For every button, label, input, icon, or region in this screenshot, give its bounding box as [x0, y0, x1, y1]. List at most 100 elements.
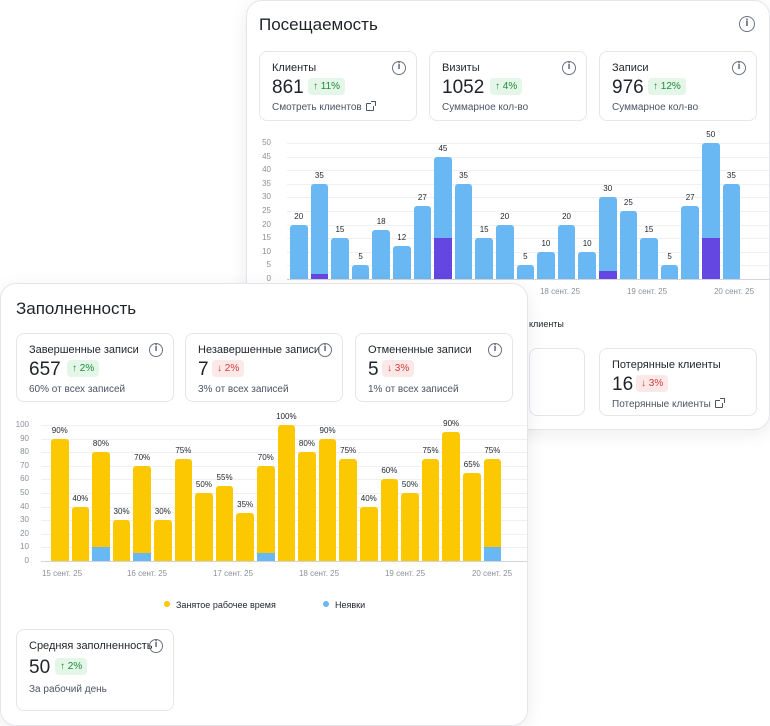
- gridline: [287, 143, 769, 144]
- bookings-card: Записи i 976 ↑ 12% Суммарное кол-во: [599, 51, 757, 121]
- highlight-segment: [599, 270, 617, 279]
- data-label: 50%: [195, 480, 212, 489]
- incomplete-card: Незавершенные записи i 7 ↓ 2% 3% от всех…: [185, 333, 343, 402]
- card-subtitle: 1% от всех записей: [368, 384, 459, 395]
- bar: [516, 265, 535, 279]
- info-icon[interactable]: i: [392, 61, 406, 75]
- data-label: 20: [294, 211, 304, 221]
- bar: [640, 238, 658, 279]
- card-value: 861: [272, 77, 304, 98]
- data-label: 15: [479, 225, 489, 235]
- card-value: 657: [29, 359, 61, 380]
- x-tick-label: 19 сент. 25: [384, 569, 426, 578]
- card-label: Визиты: [442, 62, 480, 74]
- gridline: [287, 251, 769, 253]
- x-tick-label: 18 сент. 25: [539, 287, 581, 296]
- data-label: 25: [623, 198, 633, 207]
- external-link-icon: [714, 398, 725, 408]
- data-label: 27: [685, 192, 695, 202]
- legend-partial: клиенты: [529, 319, 564, 329]
- data-label: 35: [726, 170, 736, 180]
- card-label: Записи: [612, 62, 649, 74]
- bar: [401, 493, 419, 561]
- info-icon[interactable]: i: [149, 343, 163, 357]
- data-label: 70%: [257, 452, 274, 462]
- bar: [702, 143, 720, 279]
- gridline: [287, 170, 769, 172]
- x-tick-label: 15 сент. 25: [41, 569, 83, 578]
- highlight-segment: [310, 273, 329, 279]
- bar: [619, 211, 638, 279]
- data-label: 75%: [484, 446, 501, 455]
- data-label: 20: [500, 211, 510, 221]
- card-label: Клиенты: [272, 62, 317, 74]
- y-tick-label: 10: [262, 246, 271, 256]
- lost-clients-link[interactable]: Потерянные клиенты: [612, 398, 725, 410]
- no-show-segment: [92, 547, 110, 561]
- card-label: Незавершенные записи: [198, 344, 321, 356]
- fill-panel: Заполненность Завершенные записи i 657 ↑…: [0, 283, 528, 726]
- card-subtitle: 3% от всех записей: [198, 384, 289, 395]
- trend-badge: ↑ 2%: [55, 658, 88, 675]
- card-value: 976: [612, 77, 644, 98]
- bar: [496, 224, 514, 279]
- card-value: 50: [29, 657, 51, 678]
- bar: [215, 486, 234, 561]
- attendance-chart: 0 5 10 15 20 25 30 35 40 45 50 20 35 15 5 18 12 27 45 35 15 2…: [247, 130, 769, 301]
- y-tick-label: 10: [20, 542, 29, 552]
- legend-busy-time[interactable]: Занятое рабочее время: [164, 600, 276, 610]
- data-label: 50: [706, 130, 716, 139]
- info-icon[interactable]: i: [732, 61, 746, 75]
- data-label: 80%: [298, 439, 315, 449]
- data-label: 40%: [360, 493, 377, 503]
- data-label: 90%: [443, 418, 460, 428]
- info-icon[interactable]: i: [149, 639, 163, 653]
- bar: [257, 465, 275, 561]
- bar: [475, 238, 493, 279]
- y-tick-label: 50: [20, 488, 29, 497]
- data-label: 35: [314, 170, 324, 180]
- link-label: Смотреть клиентов: [272, 102, 362, 113]
- bar: [372, 230, 390, 279]
- data-label: 18: [376, 217, 386, 227]
- data-label: 70%: [134, 452, 151, 462]
- visits-card: Визиты i 1052 ↑ 4% Суммарное кол-во: [429, 51, 587, 121]
- bar: [174, 459, 193, 561]
- data-label: 75%: [340, 446, 357, 455]
- no-show-segment: [483, 547, 502, 561]
- data-label: 55%: [216, 473, 233, 483]
- info-icon[interactable]: i: [488, 343, 502, 357]
- data-label: 5: [667, 252, 672, 262]
- no-show-segment: [133, 552, 151, 561]
- bar: [463, 472, 481, 561]
- avg-fill-card: Средняя заполненность i 50 ↑ 2% За рабоч…: [16, 629, 174, 711]
- card-subtitle: 60% от всех записей: [29, 384, 126, 395]
- bar: [154, 520, 172, 561]
- info-icon[interactable]: i: [739, 16, 755, 32]
- completed-card: Завершенные записи i 657 ↑ 2% 60% от все…: [16, 333, 174, 402]
- hidden-card: [529, 348, 585, 416]
- y-tick-label: 40: [262, 165, 271, 175]
- bar: [681, 205, 699, 279]
- x-tick-label: 20 сент. 25: [471, 569, 513, 578]
- data-label: 5: [358, 252, 363, 262]
- trend-badge: ↓ 2%: [212, 360, 245, 377]
- bar: [236, 513, 254, 561]
- info-icon[interactable]: i: [562, 61, 576, 75]
- y-tick-label: 70: [20, 460, 29, 470]
- bar: [195, 493, 213, 561]
- y-tick-label: 40: [20, 501, 29, 511]
- lost-clients-card: Потерянные клиенты 16 ↓ 3% Потерянные кл…: [599, 348, 757, 416]
- y-tick-label: 20: [262, 219, 271, 229]
- data-label: 100%: [276, 412, 297, 421]
- data-label: 30%: [154, 507, 171, 517]
- bar: [393, 246, 411, 279]
- info-icon[interactable]: i: [318, 343, 332, 357]
- y-tick-label: 50: [262, 138, 271, 147]
- view-clients-link[interactable]: Смотреть клиентов: [272, 101, 376, 113]
- card-value: 1052: [442, 77, 485, 98]
- legend-no-shows[interactable]: Неявки: [323, 600, 365, 610]
- bar: [318, 438, 337, 561]
- bar: [537, 251, 555, 279]
- data-label: 60%: [381, 466, 398, 476]
